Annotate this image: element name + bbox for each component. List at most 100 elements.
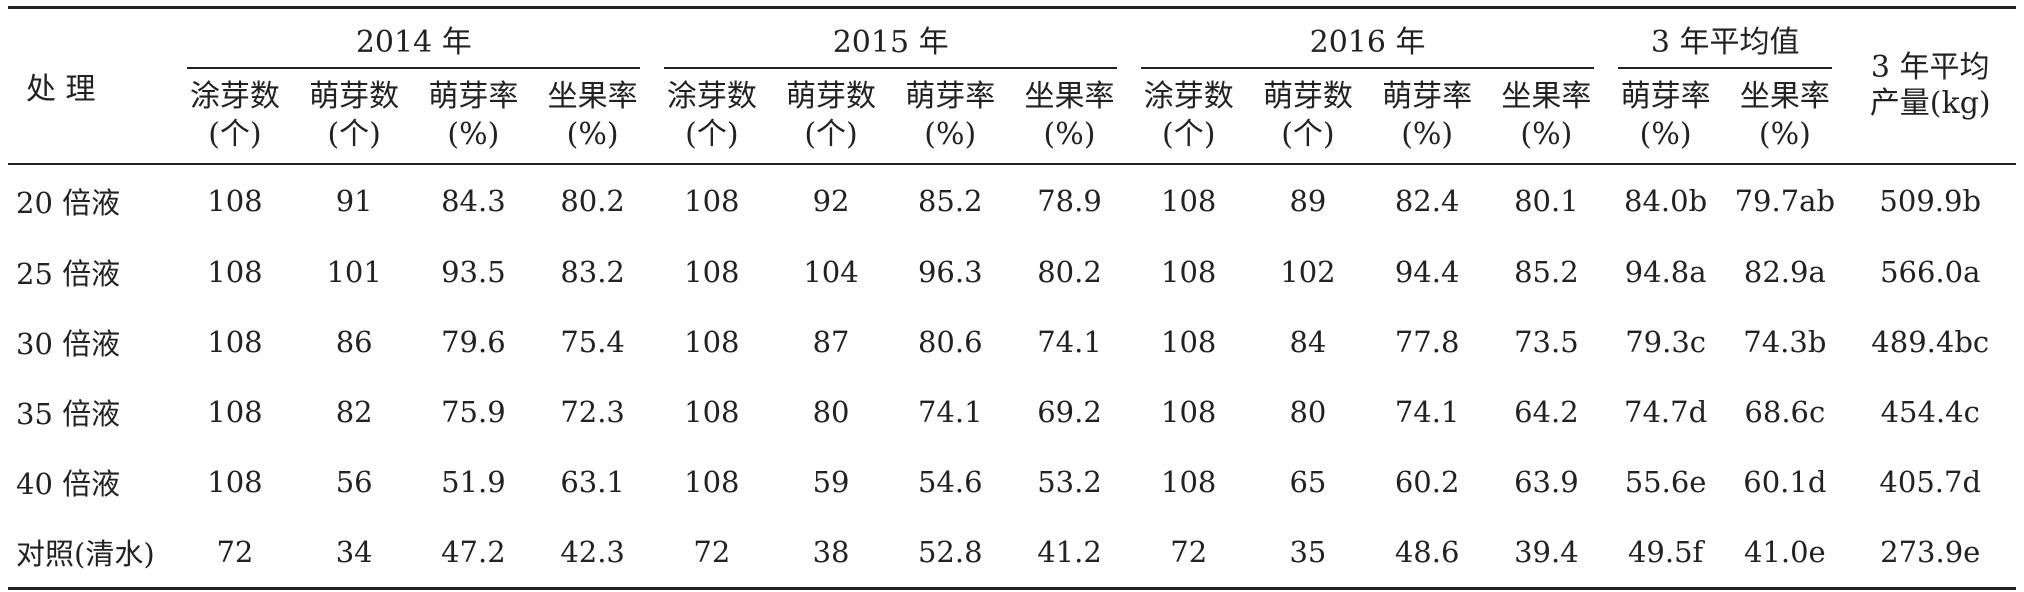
value-cell: 108 <box>684 465 740 499</box>
value-cell: 64.2 <box>1514 395 1579 429</box>
table-row: 30 倍液 108 86 79.6 75.4 108 87 80.6 74.1 108 84 77.8… <box>8 307 2016 377</box>
value-cell: 72 <box>216 535 254 569</box>
value-cell: 54.6 <box>917 465 983 499</box>
yield-header-line1: 3 年平均 <box>1870 50 1990 85</box>
header-2015-sprouted-buds-unit: (个) <box>804 117 858 152</box>
value-cell: 454.4c <box>1880 395 1980 429</box>
header-2014-fruit-set-rate: 坐果率 (%) <box>532 69 653 165</box>
value-cell: 80.6 <box>917 325 983 359</box>
header-avg-fruit-set-rate-label: 坐果率 <box>1739 79 1830 114</box>
header-2015-sprouted-buds: 萌芽数 (个) <box>771 69 891 165</box>
value-cell: 108 <box>1161 395 1217 429</box>
header-2015-sprouting-rate: 萌芽率 (%) <box>890 69 1010 165</box>
value-cell: 75.4 <box>560 325 625 359</box>
header-2016-sprouted-buds-label: 萌芽数 <box>1262 79 1353 114</box>
value-cell: 51.9 <box>441 465 506 499</box>
table-row: 20 倍液 108 91 84.3 80.2 108 92 85.2 78.9 108 89 82.4… <box>8 164 2016 237</box>
header-2015-coated-buds-label: 涂芽数 <box>666 79 757 114</box>
header-2015-fruit-set-rate: 坐果率 (%) <box>1009 69 1130 165</box>
value-cell: 63.1 <box>560 465 625 499</box>
header-group-3yr-average: 3 年平均值 <box>1606 8 1844 70</box>
header-2014-sprouted-buds-label: 萌芽数 <box>309 79 400 114</box>
value-cell: 65 <box>1289 465 1327 499</box>
results-table-container: 处 理 2014 年 2015 年 2016 年 3 年平均值 3 年平均 产量… <box>8 6 2016 590</box>
value-cell: 74.3b <box>1743 325 1827 359</box>
header-row-columns: 涂芽数 (个) 萌芽数 (个) 萌芽率 (%) 坐果率 (%) 涂芽数 (个) 萌芽数 (个) 萌芽率(… <box>8 69 2016 165</box>
value-cell: 93.5 <box>441 255 506 289</box>
treatment-cell: 对照(清水) <box>16 537 155 571</box>
table-row: 40 倍液 108 56 51.9 63.1 108 59 54.6 53.2 108 65 60.2… <box>8 447 2016 517</box>
value-cell: 108 <box>1161 255 1217 289</box>
value-cell: 108 <box>1161 465 1217 499</box>
value-cell: 566.0a <box>1880 255 1981 289</box>
header-2015-coated-buds: 涂芽数 (个) <box>652 69 772 165</box>
value-cell: 108 <box>207 395 263 429</box>
value-cell: 86 <box>335 325 373 359</box>
header-2016-sprouting-rate-label: 萌芽率 <box>1382 79 1473 114</box>
value-cell: 108 <box>207 465 263 499</box>
value-cell: 108 <box>684 184 740 218</box>
header-2016-fruit-set-rate-unit: (%) <box>1520 117 1573 152</box>
yield-header-line2: 产量(kg) <box>1869 86 1991 121</box>
header-avg-sprouting-rate-label: 萌芽率 <box>1620 79 1711 114</box>
value-cell: 82.9a <box>1743 255 1826 289</box>
value-cell: 55.6e <box>1624 465 1707 499</box>
value-cell: 80 <box>812 395 850 429</box>
header-group-2016: 2016 年 <box>1129 8 1606 70</box>
value-cell: 35 <box>1289 535 1327 569</box>
value-cell: 85.2 <box>1514 255 1579 289</box>
value-cell: 102 <box>1280 255 1336 289</box>
header-avg-fruit-set-rate-unit: (%) <box>1758 117 1811 152</box>
header-2014-coated-buds: 涂芽数 (个) <box>175 69 295 165</box>
header-2014-sprouting-rate-unit: (%) <box>447 117 500 152</box>
header-2015-fruit-set-rate-label: 坐果率 <box>1024 79 1115 114</box>
header-2016-sprouting-rate-unit: (%) <box>1401 117 1454 152</box>
value-cell: 80 <box>1289 395 1327 429</box>
value-cell: 83.2 <box>560 255 625 289</box>
value-cell: 75.9 <box>441 395 506 429</box>
value-cell: 60.2 <box>1394 465 1460 499</box>
header-2014-sprouting-rate-label: 萌芽率 <box>428 79 519 114</box>
value-cell: 39.4 <box>1514 535 1579 569</box>
value-cell: 74.1 <box>1037 325 1102 359</box>
header-2016-sprouting-rate: 萌芽率 (%) <box>1367 69 1487 165</box>
header-avg-sprouting-rate: 萌芽率 (%) <box>1606 69 1726 165</box>
header-treatment: 处 理 <box>8 7 176 165</box>
value-cell: 108 <box>207 325 263 359</box>
header-2015-coated-buds-unit: (个) <box>685 117 739 152</box>
header-2014-coated-buds-label: 涂芽数 <box>189 79 280 114</box>
value-cell: 79.3c <box>1625 325 1707 359</box>
value-cell: 89 <box>1289 184 1327 218</box>
value-cell: 48.6 <box>1394 535 1460 569</box>
value-cell: 108 <box>684 255 740 289</box>
value-cell: 80.2 <box>560 184 625 218</box>
value-cell: 52.8 <box>917 535 983 569</box>
header-avg-sprouting-rate-unit: (%) <box>1639 117 1692 152</box>
value-cell: 108 <box>1161 325 1217 359</box>
header-2015-sprouted-buds-label: 萌芽数 <box>786 79 877 114</box>
value-cell: 273.9e <box>1880 535 1981 569</box>
treatment-cell: 30 倍液 <box>16 327 121 361</box>
value-cell: 82.4 <box>1394 184 1460 218</box>
value-cell: 108 <box>684 395 740 429</box>
value-cell: 84.3 <box>441 184 506 218</box>
value-cell: 92 <box>812 184 850 218</box>
value-cell: 72 <box>693 535 731 569</box>
value-cell: 47.2 <box>441 535 506 569</box>
value-cell: 101 <box>326 255 382 289</box>
value-cell: 79.6 <box>441 325 506 359</box>
value-cell: 84 <box>1289 325 1327 359</box>
value-cell: 42.3 <box>560 535 625 569</box>
value-cell: 49.5f <box>1627 535 1704 569</box>
value-cell: 74.7d <box>1624 395 1708 429</box>
value-cell: 94.8a <box>1624 255 1707 289</box>
header-2014-fruit-set-rate-label: 坐果率 <box>547 79 638 114</box>
value-cell: 80.2 <box>1037 255 1102 289</box>
value-cell: 108 <box>684 325 740 359</box>
treatment-cell: 35 倍液 <box>16 397 121 431</box>
header-2015-sprouting-rate-unit: (%) <box>924 117 977 152</box>
value-cell: 91 <box>335 184 373 218</box>
header-2016-sprouted-buds-unit: (个) <box>1281 117 1335 152</box>
value-cell: 63.9 <box>1514 465 1579 499</box>
treatment-cell: 25 倍液 <box>16 257 121 291</box>
